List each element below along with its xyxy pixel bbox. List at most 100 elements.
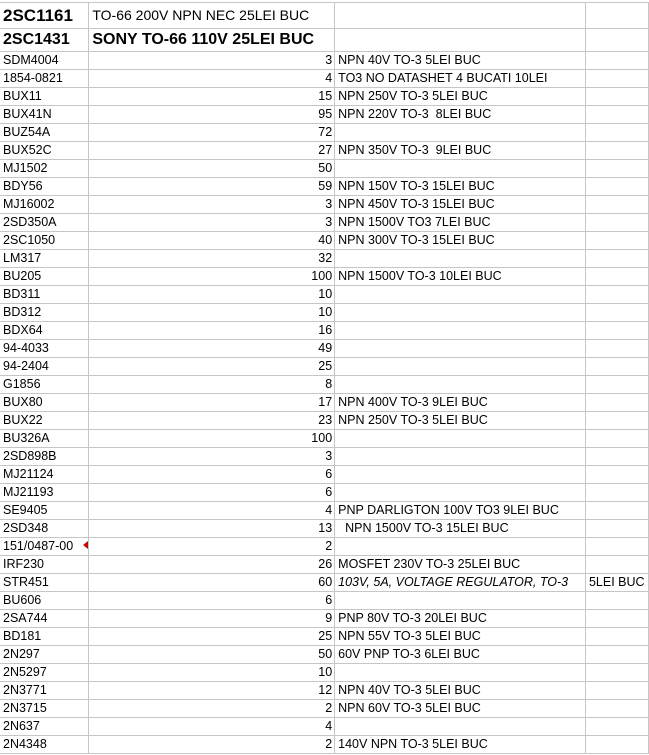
cell-quantity[interactable]: 4 — [88, 717, 336, 736]
cell-price[interactable] — [584, 735, 649, 754]
cell-price[interactable] — [584, 447, 649, 466]
cell-part-number[interactable]: 2N3771 — [0, 681, 90, 700]
cell-description[interactable]: NPN 250V TO-3 5LEI BUC — [334, 87, 586, 106]
cell-part-number[interactable]: 2N3715 — [0, 699, 90, 718]
cell-part-number[interactable]: BD181 — [0, 627, 90, 646]
cell-description[interactable]: PNP 80V TO-3 20LEI BUC — [334, 609, 586, 628]
cell-price[interactable] — [584, 645, 649, 664]
cell-quantity[interactable]: 13 — [88, 519, 336, 538]
cell-price[interactable] — [584, 195, 649, 214]
cell-price[interactable] — [584, 555, 649, 574]
cell-part-number[interactable]: BDX64 — [0, 321, 90, 340]
cell-description[interactable]: NPN 250V TO-3 5LEI BUC — [334, 411, 586, 430]
cell-price[interactable] — [584, 717, 649, 736]
cell-part-number[interactable]: BUX22 — [0, 411, 90, 430]
cell-quantity[interactable]: 100 — [88, 429, 336, 448]
cell-quantity[interactable]: 6 — [88, 591, 336, 610]
cell-quantity[interactable]: 26 — [88, 555, 336, 574]
cell-price[interactable] — [584, 663, 649, 682]
cell-part-number[interactable]: 2N297 — [0, 645, 90, 664]
cell-quantity[interactable]: 10 — [88, 285, 336, 304]
cell-description[interactable]: MOSFET 230V TO-3 25LEI BUC — [334, 555, 586, 574]
cell-part-number[interactable]: MJ16002 — [0, 195, 90, 214]
cell-quantity[interactable]: 4 — [88, 69, 336, 88]
cell-quantity[interactable]: 3 — [88, 195, 336, 214]
cell-description[interactable]: SONY TO-66 110V 25LEI BUC — [88, 28, 336, 52]
cell-part-number[interactable]: BD311 — [0, 285, 90, 304]
cell-price[interactable] — [584, 411, 649, 430]
cell-quantity[interactable]: 4 — [88, 501, 336, 520]
cell-quantity[interactable]: 9 — [88, 609, 336, 628]
cell-quantity[interactable]: 10 — [88, 303, 336, 322]
cell-part-number[interactable]: MJ1502 — [0, 159, 90, 178]
cell-price[interactable] — [584, 87, 649, 106]
cell-empty[interactable] — [334, 28, 586, 52]
cell-description[interactable] — [334, 717, 586, 736]
cell-quantity[interactable]: 50 — [88, 159, 336, 178]
cell-quantity[interactable]: 6 — [88, 465, 336, 484]
cell-part-number[interactable]: BU606 — [0, 591, 90, 610]
cell-quantity[interactable]: 8 — [88, 375, 336, 394]
cell-description[interactable] — [334, 303, 586, 322]
cell-quantity[interactable]: 15 — [88, 87, 336, 106]
cell-description[interactable]: 60V PNP TO-3 6LEI BUC — [334, 645, 586, 664]
cell-description[interactable] — [334, 357, 586, 376]
cell-part-number[interactable]: BUX11 — [0, 87, 90, 106]
cell-description[interactable] — [334, 537, 586, 556]
cell-price[interactable]: 5LEI BUC — [584, 573, 649, 592]
cell-quantity[interactable]: 72 — [88, 123, 336, 142]
cell-quantity[interactable]: 27 — [88, 141, 336, 160]
cell-part-number[interactable]: STR451 — [0, 573, 90, 592]
cell-price[interactable] — [584, 357, 649, 376]
cell-description[interactable]: NPN 1500V TO-3 15LEI BUC — [334, 519, 586, 538]
cell-quantity[interactable]: 17 — [88, 393, 336, 412]
cell-description[interactable] — [334, 663, 586, 682]
cell-quantity[interactable]: 3 — [88, 213, 336, 232]
cell-part-number[interactable]: 2SA744 — [0, 609, 90, 628]
cell-description[interactable]: NPN 60V TO-3 5LEI BUC — [334, 699, 586, 718]
cell-price[interactable] — [584, 231, 649, 250]
cell-quantity[interactable]: 32 — [88, 249, 336, 268]
cell-quantity[interactable]: 23 — [88, 411, 336, 430]
cell-part-number[interactable]: 2N5297 — [0, 663, 90, 682]
cell-part-number[interactable]: 2N637 — [0, 717, 90, 736]
cell-description[interactable]: NPN 1500V TO-3 10LEI BUC — [334, 267, 586, 286]
cell-price[interactable] — [584, 123, 649, 142]
cell-part-number[interactable]: IRF230 — [0, 555, 90, 574]
cell-description[interactable] — [334, 159, 586, 178]
cell-description[interactable]: 140V NPN TO-3 5LEI BUC — [334, 735, 586, 754]
cell-description[interactable] — [334, 375, 586, 394]
comment-indicator-icon[interactable] — [83, 541, 88, 549]
cell-quantity[interactable]: 10 — [88, 663, 336, 682]
cell-part-number[interactable]: 2N4348 — [0, 735, 90, 754]
cell-description[interactable]: NPN 350V TO-3 9LEI BUC — [334, 141, 586, 160]
cell-description[interactable]: TO3 NO DATASHET 4 BUCATI 10LEI — [334, 69, 586, 88]
cell-price[interactable] — [584, 465, 649, 484]
cell-quantity[interactable]: 40 — [88, 231, 336, 250]
cell-description[interactable]: PNP DARLIGTON 100V TO3 9LEI BUC — [334, 501, 586, 520]
cell-description[interactable] — [334, 483, 586, 502]
cell-price[interactable] — [584, 609, 649, 628]
cell-part-number[interactable]: 151/0487-00 — [0, 537, 90, 556]
cell-price[interactable] — [584, 429, 649, 448]
cell-part-number[interactable]: 2SD350A — [0, 213, 90, 232]
cell-description[interactable] — [334, 591, 586, 610]
cell-part-number[interactable]: 2SC1431 — [0, 28, 90, 52]
cell-price[interactable] — [584, 141, 649, 160]
cell-quantity[interactable]: 60 — [88, 573, 336, 592]
cell-price[interactable] — [584, 159, 649, 178]
cell-description[interactable] — [334, 123, 586, 142]
cell-description[interactable]: NPN 40V TO-3 5LEI BUC — [334, 51, 586, 70]
cell-empty[interactable] — [584, 28, 649, 52]
cell-price[interactable] — [584, 627, 649, 646]
cell-part-number[interactable]: SDM4004 — [0, 51, 90, 70]
cell-description[interactable]: NPN 1500V TO3 7LEI BUC — [334, 213, 586, 232]
cell-description[interactable]: NPN 150V TO-3 15LEI BUC — [334, 177, 586, 196]
cell-price[interactable] — [584, 501, 649, 520]
cell-empty[interactable] — [334, 2, 586, 29]
cell-quantity[interactable]: 95 — [88, 105, 336, 124]
cell-description[interactable]: TO-66 200V NPN NEC 25LEI BUC — [88, 2, 336, 29]
cell-price[interactable] — [584, 321, 649, 340]
cell-price[interactable] — [584, 591, 649, 610]
cell-price[interactable] — [584, 681, 649, 700]
